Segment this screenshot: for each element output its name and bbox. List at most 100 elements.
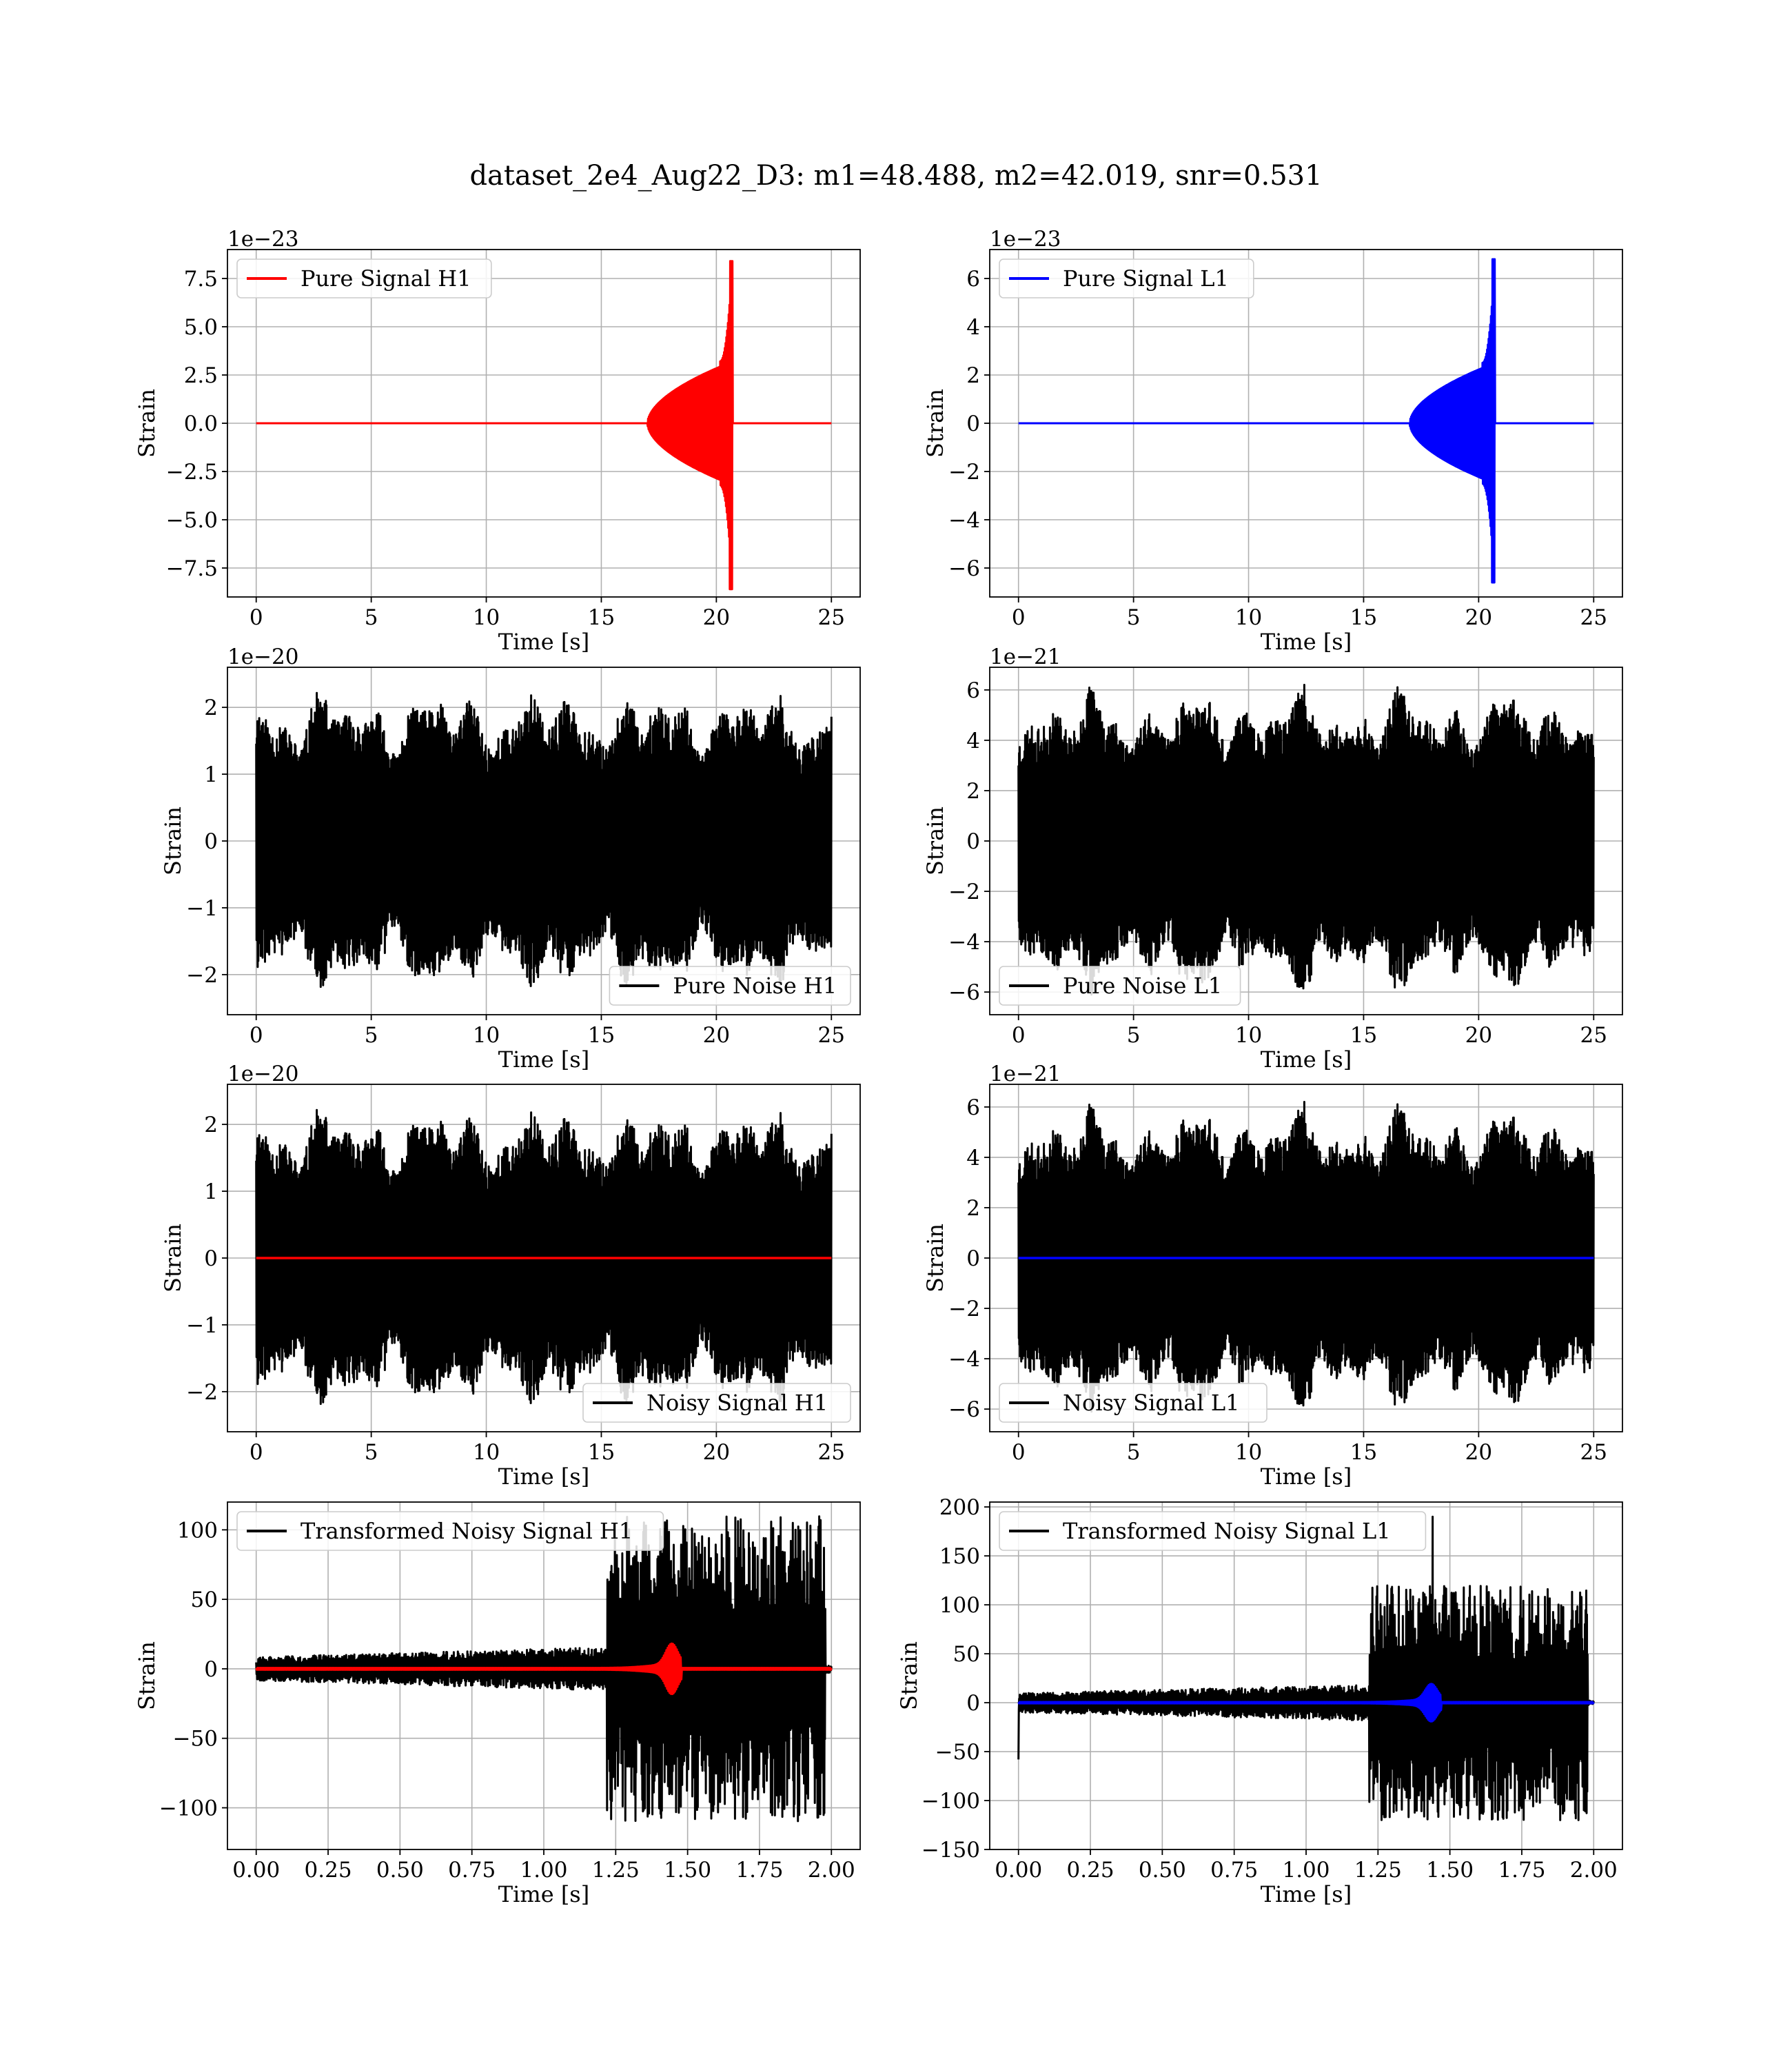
panel-pure-signal-l1: 0 5 10 15 20 25 −6 −4 −2 0 2 4 6 1e−23 Time [s] Strain P…: [922, 227, 1623, 655]
x-tick-label: 0.50: [376, 1858, 424, 1883]
x-tick-label: 0.25: [305, 1858, 352, 1883]
y-tick-label: 2: [966, 363, 980, 388]
x-axis-label: Time [s]: [1261, 1881, 1352, 1907]
y-tick-label: −4: [948, 1347, 980, 1372]
y-tick-label: 200: [939, 1495, 980, 1520]
y-tick-label: −100: [922, 1789, 980, 1814]
x-tick-label: 15: [588, 1023, 615, 1048]
x-tick-label: 20: [1465, 1440, 1492, 1465]
x-tick-label: 5: [1127, 1023, 1141, 1048]
x-tick-label: 20: [703, 605, 730, 630]
panel-noisy-signal-h1: 0 5 10 15 20 25 −2 −1 0 1 2 1e−20 Time [s] Strain Nois…: [160, 1062, 861, 1490]
x-tick-label: 10: [473, 605, 500, 630]
y-tick-label: 7.5: [184, 267, 218, 292]
y-tick-label: 1: [204, 1179, 218, 1204]
panel-noisy-signal-l1: 0 5 10 15 20 25 −6 −4 −2 0 2 4 6 1e−21 Time [s] Strain N…: [922, 1062, 1623, 1490]
legend-box: [236, 1511, 664, 1551]
y-offset-label: 1e−21: [990, 645, 1061, 669]
legend-box: [236, 258, 492, 298]
x-tick-label: 5: [365, 1440, 378, 1465]
y-axis-label: Strain: [160, 1224, 186, 1292]
panel-pure-signal-h1: 0 5 10 15 20 25 −7.5 −5.0 −2.5 0.0 2.5 5.0 7.5 1e−23 T…: [134, 227, 861, 655]
x-tick-label: 0.75: [448, 1858, 496, 1883]
x-tick-label: 25: [818, 605, 845, 630]
x-tick-label: 2.00: [808, 1858, 855, 1883]
x-tick-label: 0: [1012, 605, 1026, 630]
legend-box: [999, 1511, 1427, 1551]
y-tick-label: −2: [186, 963, 218, 988]
x-tick-label: 1.25: [1354, 1858, 1402, 1883]
legend-entry: Transformed Noisy Signal L1: [1063, 1518, 1391, 1544]
series-line-noisy-signal-h1: [255, 1108, 833, 1406]
series-line-pure-signal-h1: [255, 260, 833, 591]
x-tick-label: 15: [588, 1440, 615, 1465]
x-tick-label: 0.25: [1067, 1858, 1114, 1883]
x-tick-label: 0: [250, 1440, 263, 1465]
y-tick-label: 4: [966, 315, 980, 340]
y-tick-label: −5.0: [166, 508, 218, 533]
x-tick-label: 0: [1012, 1440, 1026, 1465]
legend-entry: Pure Noise L1: [1063, 973, 1222, 999]
legend-box: [609, 966, 851, 1006]
x-tick-label: 10: [473, 1023, 500, 1048]
y-axis-label: Strain: [896, 1641, 922, 1710]
x-tick-label: 10: [1235, 605, 1262, 630]
y-tick-label: 2.5: [184, 363, 218, 388]
panel-transformed-noisy-signal-l1: 0.00 0.25 0.50 0.75 1.00 1.25 1.50 1.75 2.00 −150…: [896, 1495, 1623, 1907]
y-tick-label: −50: [173, 1727, 218, 1752]
x-tick-label: 20: [1465, 605, 1492, 630]
legend-box: [999, 1383, 1267, 1423]
y-tick-label: 2: [966, 1196, 980, 1221]
legend: Pure Signal L1: [999, 258, 1254, 298]
y-offset-label: 1e−20: [227, 645, 299, 669]
y-tick-label: 50: [953, 1642, 980, 1667]
series-line-noisy-signal-l1: [1017, 1101, 1595, 1413]
y-tick-label: 0: [966, 1691, 980, 1716]
x-tick-label: 10: [473, 1440, 500, 1465]
series-line-transformed-noisy-signal-l1: [1017, 1515, 1595, 1821]
y-tick-label: 150: [939, 1544, 980, 1569]
panel-pure-noise-l1: 0 5 10 15 20 25 −6 −4 −2 0 2 4 6 1e−21 Time [s] Strain P…: [922, 645, 1623, 1073]
x-tick-label: 0.50: [1139, 1858, 1186, 1883]
x-tick-label: 20: [1465, 1023, 1492, 1048]
x-tick-label: 10: [1235, 1440, 1262, 1465]
y-tick-label: −2: [948, 880, 980, 904]
legend-entry: Pure Noise H1: [673, 973, 837, 999]
y-tick-label: 0: [966, 412, 980, 436]
y-tick-label: 100: [939, 1593, 980, 1618]
y-tick-label: 50: [191, 1588, 218, 1612]
x-tick-label: 15: [1350, 1440, 1377, 1465]
y-offset-label: 1e−20: [227, 1062, 299, 1086]
legend-entry: Pure Signal L1: [1063, 265, 1229, 292]
x-tick-label: 2.00: [1570, 1858, 1618, 1883]
x-tick-label: 25: [1580, 1440, 1607, 1465]
x-axis-label: Time [s]: [498, 1046, 589, 1073]
figure-title: dataset_2e4_Aug22_D3: m1=48.488, m2=42.0…: [469, 160, 1322, 192]
x-axis-label: Time [s]: [1261, 1046, 1352, 1073]
legend-entry: Noisy Signal H1: [646, 1390, 828, 1416]
y-offset-label: 1e−21: [990, 1062, 1061, 1086]
y-tick-label: 5.0: [184, 315, 218, 340]
y-tick-label: −2: [948, 1297, 980, 1321]
legend: Pure Noise H1: [609, 966, 851, 1006]
x-tick-label: 5: [1127, 605, 1141, 630]
y-tick-label: −4: [948, 508, 980, 533]
legend: Noisy Signal L1: [999, 1383, 1267, 1423]
y-tick-label: 6: [966, 267, 980, 292]
legend: Pure Signal H1: [236, 258, 492, 298]
y-tick-label: 6: [966, 678, 980, 703]
y-tick-label: −4: [948, 930, 980, 955]
x-tick-label: 25: [1580, 605, 1607, 630]
x-tick-label: 15: [1350, 1023, 1377, 1048]
y-tick-label: 1: [204, 762, 218, 787]
x-tick-label: 1.00: [520, 1858, 567, 1883]
y-tick-label: −7.5: [166, 556, 218, 581]
legend: Transformed Noisy Signal H1: [236, 1511, 664, 1551]
y-tick-label: −2: [948, 460, 980, 485]
y-tick-label: 0: [966, 1246, 980, 1271]
y-tick-label: 0: [204, 1246, 218, 1271]
x-tick-label: 5: [365, 1023, 378, 1048]
y-tick-label: −6: [948, 556, 980, 581]
x-tick-label: 25: [1580, 1023, 1607, 1048]
